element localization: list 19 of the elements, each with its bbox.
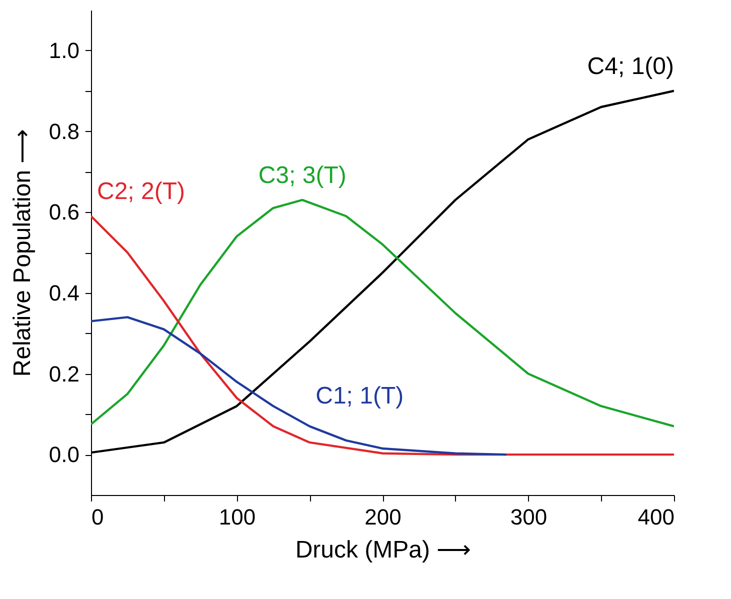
series-label: C4; 1(0) [587, 52, 674, 80]
x-tick-label: 0 [92, 504, 104, 530]
y-tick-label: 0.6 [48, 200, 80, 225]
y-tick-label: 0.0 [48, 442, 80, 468]
series-label: C3; 3(T) [258, 162, 346, 189]
x-tick-label: 400 [638, 504, 674, 530]
x-tick-label: 200 [364, 504, 402, 530]
series-label: C2; 2(T) [97, 178, 186, 206]
line-series [91, 316, 508, 456]
x-tick-label: 100 [218, 504, 256, 530]
series-label: C1; 1(T) [316, 382, 404, 410]
y-tick-label: 1.0 [48, 38, 80, 63]
y-tick-label: 0.8 [48, 118, 80, 144]
x-axis-title: Druck (MPa) ⟶ [295, 536, 471, 564]
y-tick-label: 0.2 [48, 361, 80, 386]
y-axis-title: Relative Population ⟶ [8, 129, 36, 377]
x-tick-label: 300 [510, 504, 548, 530]
line-series [91, 215, 674, 456]
y-tick-label: 0.4 [48, 280, 80, 306]
